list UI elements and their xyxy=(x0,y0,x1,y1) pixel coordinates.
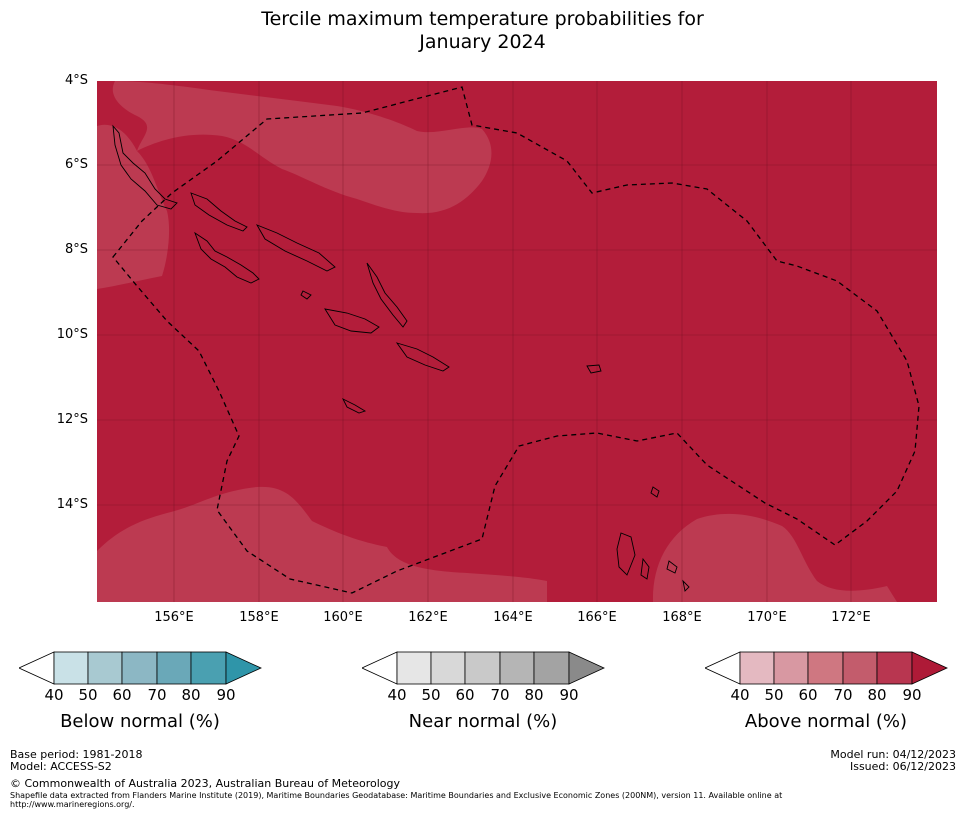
guadalcanal-island xyxy=(324,308,380,334)
below-normal-tick-80: 80 xyxy=(181,686,201,704)
base-period-text: Base period: 1981-2018 xyxy=(10,748,143,761)
near-normal-swatch-70-80 xyxy=(499,651,535,685)
title-line-1: Tercile maximum temperature probabilitie… xyxy=(261,8,704,30)
below-normal-swatch-60-70 xyxy=(121,651,158,685)
above-normal-tick-40: 40 xyxy=(730,686,750,704)
banks-islands xyxy=(650,486,660,498)
above-normal-swatch-under-40 xyxy=(705,651,741,685)
above-normal-70-80-speck xyxy=(746,574,760,588)
below-normal-tick-60: 60 xyxy=(112,686,132,704)
near-normal-tick-60: 60 xyxy=(455,686,475,704)
near-normal-swatch-60-70 xyxy=(464,651,501,685)
below-normal-colorbar xyxy=(19,651,262,685)
above-normal-70-80-west xyxy=(97,124,170,289)
above-normal-tick-70: 70 xyxy=(833,686,853,704)
below-normal-tick-50: 50 xyxy=(78,686,98,704)
legend-near-normal: 40 50 60 70 80 90 Near normal (%) xyxy=(362,650,622,740)
lat-label-6s: 6°S xyxy=(64,157,88,172)
below-normal-tick-90: 90 xyxy=(216,686,236,704)
model-run-text: Model run: 04/12/2023 xyxy=(830,748,956,761)
lon-label-170e: 170°E xyxy=(747,610,787,625)
eez-boundary xyxy=(112,86,920,594)
new-georgia-group xyxy=(194,231,260,284)
above-normal-swatch-40-50 xyxy=(739,651,775,685)
above-normal-swatch-80-90 xyxy=(876,651,913,685)
lat-label-14s: 14°S xyxy=(56,497,88,512)
shapefile-attribution-line-2: http://www.marineregions.org/. xyxy=(10,800,135,809)
ndeni-island xyxy=(586,364,602,374)
vanuatu-small-island xyxy=(682,579,690,592)
maewo-island xyxy=(666,560,678,574)
legend-above-normal: 40 50 60 70 80 90 Above normal (%) xyxy=(705,650,965,740)
near-normal-swatch-50-60 xyxy=(430,651,466,685)
above-normal-swatch-60-70 xyxy=(807,651,844,685)
near-normal-tick-70: 70 xyxy=(490,686,510,704)
legend-below-normal: 40 50 60 70 80 90 Below normal (%) xyxy=(19,650,279,740)
lat-label-10s: 10°S xyxy=(56,327,88,342)
below-normal-swatch-under-40 xyxy=(19,651,55,685)
russell-islands xyxy=(300,290,312,300)
below-normal-swatch-70-80 xyxy=(156,651,192,685)
bougainville-island xyxy=(112,124,178,210)
rennell-island xyxy=(341,397,367,414)
malaita-island xyxy=(366,262,408,328)
above-normal-tick-60: 60 xyxy=(798,686,818,704)
espiritu-santo-island xyxy=(616,532,636,576)
above-normal-70-80-north xyxy=(112,81,492,214)
above-normal-70-80-small-patch xyxy=(307,127,339,153)
santa-isabel-island xyxy=(255,224,336,272)
malakula-island xyxy=(640,557,650,580)
near-normal-swatch-40-50 xyxy=(396,651,432,685)
title-line-2: January 2024 xyxy=(419,31,546,53)
near-normal-swatch-under-40 xyxy=(362,651,398,685)
makira-island xyxy=(395,342,450,372)
above-normal-swatch-70-80 xyxy=(842,651,878,685)
lon-label-158e: 158°E xyxy=(239,610,279,625)
above-normal-70-80-southwest xyxy=(97,486,547,602)
below-normal-swatch-over-90 xyxy=(225,651,262,685)
coastlines xyxy=(112,124,690,592)
near-normal-colorbar xyxy=(362,651,605,685)
choiseul-island xyxy=(190,192,248,232)
map-svg xyxy=(97,81,937,602)
near-normal-legend-title: Near normal (%) xyxy=(408,711,558,732)
model-text: Model: ACCESS-S2 xyxy=(10,760,112,773)
lon-label-166e: 166°E xyxy=(577,610,617,625)
lon-label-160e: 160°E xyxy=(323,610,363,625)
above-normal-tick-50: 50 xyxy=(764,686,784,704)
below-normal-swatch-40-50 xyxy=(53,651,89,685)
near-normal-tick-90: 90 xyxy=(559,686,579,704)
near-normal-swatch-over-90 xyxy=(568,651,605,685)
lon-label-162e: 162°E xyxy=(408,610,448,625)
copyright-text: © Commonwealth of Australia 2023, Austra… xyxy=(10,777,400,790)
above-normal-legend-title: Above normal (%) xyxy=(744,711,908,732)
above-normal-tick-90: 90 xyxy=(902,686,922,704)
below-normal-swatch-80-90 xyxy=(190,651,227,685)
lon-label-164e: 164°E xyxy=(493,610,533,625)
below-normal-tick-40: 40 xyxy=(44,686,64,704)
below-normal-legend-title: Below normal (%) xyxy=(60,711,220,732)
near-normal-tick-40: 40 xyxy=(387,686,407,704)
below-normal-tick-70: 70 xyxy=(147,686,167,704)
above-normal-swatch-over-90 xyxy=(911,651,948,685)
near-normal-tick-50: 50 xyxy=(421,686,441,704)
lat-label-12s: 12°S xyxy=(56,412,88,427)
map-title: Tercile maximum temperature probabilitie… xyxy=(0,8,965,54)
near-normal-swatch-80-90 xyxy=(533,651,570,685)
lon-label-172e: 172°E xyxy=(831,610,871,625)
above-normal-swatch-50-60 xyxy=(773,651,809,685)
above-normal-70-80-southeast xyxy=(652,513,897,602)
near-normal-tick-80: 80 xyxy=(524,686,544,704)
graticule xyxy=(97,81,937,602)
lon-label-156e: 156°E xyxy=(154,610,194,625)
shapefile-attribution-line-1: Shapefile data extracted from Flanders M… xyxy=(10,791,783,800)
lon-label-168e: 168°E xyxy=(662,610,702,625)
lat-label-8s: 8°S xyxy=(64,242,88,257)
above-normal-colorbar xyxy=(705,651,948,685)
above-normal-tick-80: 80 xyxy=(867,686,887,704)
issued-text: Issued: 06/12/2023 xyxy=(849,760,956,773)
probability-map xyxy=(97,81,937,602)
lat-label-4s: 4°S xyxy=(64,73,88,88)
below-normal-swatch-50-60 xyxy=(87,651,123,685)
